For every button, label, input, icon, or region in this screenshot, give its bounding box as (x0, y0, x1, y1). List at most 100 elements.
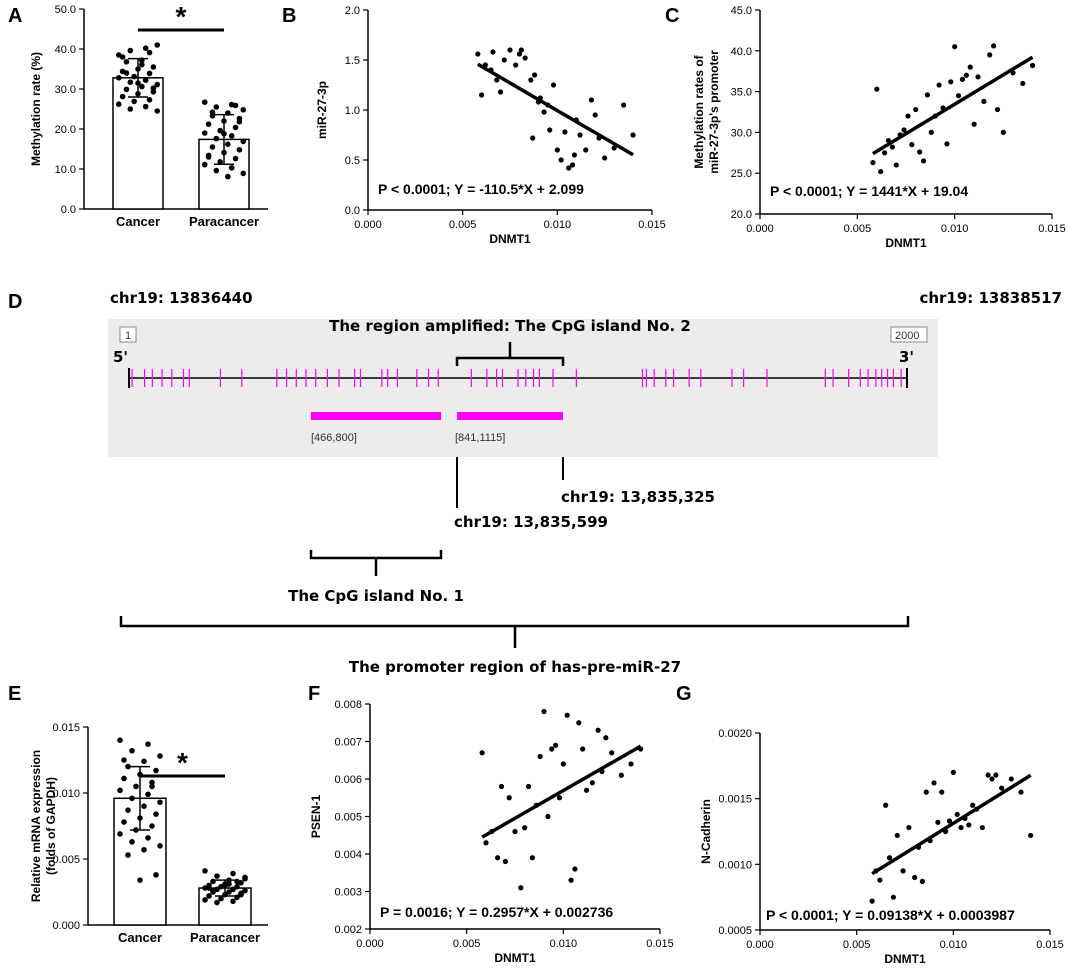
data-point (213, 167, 220, 174)
data-point (628, 761, 634, 767)
data-point (869, 898, 875, 904)
data-point (201, 161, 208, 168)
data-point (518, 885, 524, 891)
data-point (588, 97, 595, 103)
data-point (498, 783, 505, 790)
y-tick-label: 2.0 (345, 5, 360, 17)
data-point (242, 874, 248, 881)
data-point (893, 162, 899, 168)
data-point (572, 866, 578, 872)
data-point (119, 54, 126, 60)
data-point (999, 785, 1005, 791)
data-point (149, 783, 155, 790)
data-point (201, 99, 208, 105)
data-point (935, 819, 941, 825)
data-point (537, 753, 543, 760)
data-point (242, 887, 248, 894)
data-point (154, 42, 161, 48)
data-point (494, 77, 500, 83)
data-point (218, 895, 224, 902)
data-point (522, 825, 528, 831)
data-point (142, 103, 149, 110)
data-point (214, 899, 220, 906)
data-point (881, 150, 888, 156)
data-point (475, 51, 481, 57)
data-point (210, 887, 216, 894)
x-tick-label: 0.010 (940, 939, 968, 951)
data-point (139, 83, 145, 90)
data-point (554, 147, 560, 153)
island-1-label: The CpG island No. 1 (288, 587, 464, 605)
data-point (157, 843, 163, 849)
data-point (205, 121, 212, 127)
data-point (528, 77, 534, 83)
equation-label: P < 0.0001; Y = 1441*X + 19.04 (770, 183, 968, 199)
data-point (154, 108, 161, 114)
data-point (966, 822, 972, 828)
data-point (154, 81, 161, 88)
chr-coordinate-b: chr19: 13,835,599 (454, 513, 608, 531)
data-point (236, 119, 243, 125)
data-point (569, 162, 576, 168)
data-point (560, 761, 566, 767)
data-point (928, 129, 934, 135)
data-point (580, 746, 586, 752)
data-point (153, 872, 159, 878)
panel-a: A 0.0 10.0 20.0 30.0 40.0 50.0 Cancer Paracancer… (8, 1, 268, 229)
data-point (948, 79, 954, 85)
data-point (967, 64, 973, 70)
x-tick-label: 0.000 (746, 223, 774, 235)
data-point (890, 894, 897, 900)
data-point (1028, 832, 1034, 839)
data-point (127, 47, 134, 54)
data-point (240, 170, 247, 177)
data-point (989, 776, 995, 782)
panel-c: C 20.0 25.0 30.0 35.0 40.0 45.0 0.000 0.005 0.010… (665, 5, 1066, 250)
regression-line (481, 744, 642, 839)
island-2-range: [841,1115] (455, 432, 505, 444)
x-tick-label: 0.000 (746, 939, 774, 951)
data-point (556, 795, 563, 801)
data-point (507, 47, 513, 53)
five-prime-label: 5' (113, 348, 128, 366)
data-point (522, 55, 528, 61)
data-point (490, 49, 496, 55)
data-point (959, 76, 966, 82)
data-point (963, 72, 969, 78)
y-axis-label-line: Methylation rates of (692, 54, 706, 168)
y-tick-label: 40.0 (55, 44, 76, 56)
data-point (149, 823, 155, 829)
regression-line (871, 773, 1032, 876)
island-1-bracket (309, 550, 443, 576)
data-point (141, 846, 147, 853)
data-point (909, 142, 915, 148)
data-point (139, 61, 145, 68)
data-point (917, 149, 923, 155)
three-prime-label: 3' (899, 348, 914, 366)
data-point (877, 877, 883, 883)
y-tick-label: 1.0 (345, 105, 360, 117)
data-point (146, 49, 153, 56)
panel-label: E (8, 683, 21, 705)
data-point (971, 121, 977, 127)
data-point (1029, 62, 1036, 69)
y-tick-label: 0.005 (334, 812, 362, 824)
data-point (206, 893, 212, 899)
data-point (913, 106, 919, 113)
equation-label: P < 0.0001; Y = -110.5*X + 2.099 (378, 181, 584, 197)
data-point (149, 779, 155, 786)
data-point (952, 44, 958, 50)
panel-label: C (665, 5, 679, 27)
data-point (236, 147, 243, 153)
data-point (1020, 80, 1026, 87)
y-tick-label: 35.0 (731, 87, 752, 99)
data-point (226, 889, 232, 895)
data-point (497, 89, 504, 95)
data-point (142, 77, 149, 83)
x-tick-label: 0.005 (449, 219, 477, 231)
y-axis-label-line: (folds of GAPDH) (44, 777, 58, 875)
data-point (117, 787, 123, 794)
y-axis-label-line: miR-27-3p's promoter (707, 50, 721, 174)
y-tick-label: 20.0 (55, 124, 76, 136)
